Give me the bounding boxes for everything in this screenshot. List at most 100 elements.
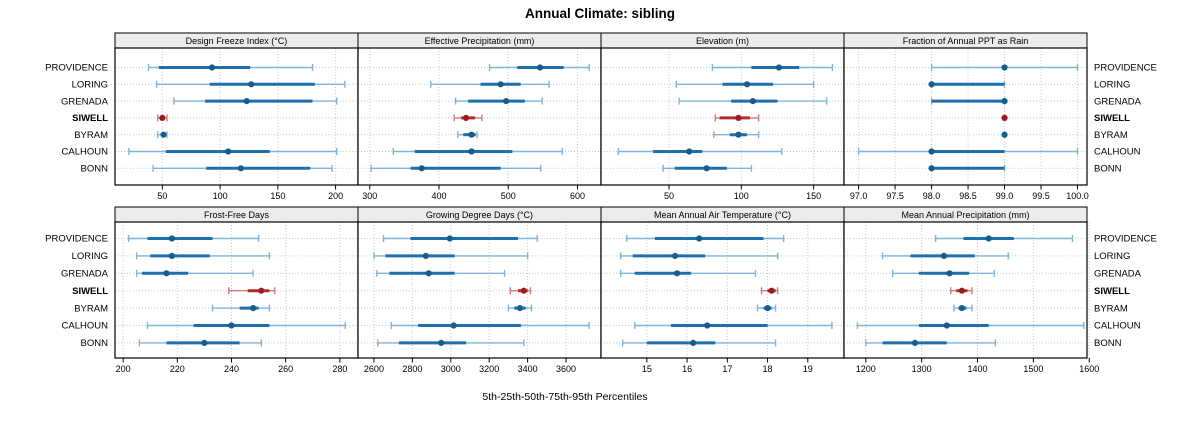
panel-border	[843, 47, 1088, 186]
axis-tick-label: 16	[682, 364, 692, 374]
median-dot	[1001, 114, 1008, 121]
station-label-right: BYRAM	[1094, 303, 1128, 314]
interval-siwell	[453, 114, 483, 122]
interval-grenada	[930, 97, 1008, 105]
median-dot	[696, 235, 703, 242]
panel-background	[115, 48, 358, 185]
median-dot	[690, 339, 697, 346]
panel-mean-annual-air-temperature-c: Mean Annual Air Temperature (°C) 15 16 17 18…	[600, 206, 845, 374]
axis-tick-label: 97.5	[886, 191, 904, 201]
interval-bonn	[865, 339, 997, 347]
interval-providence	[626, 235, 785, 242]
panel-fraction-of-annual-ppt-as-rain: Fraction of Annual PPT as Rain 97.0 97.5 98…	[843, 32, 1089, 201]
axis-tick-label: 97.0	[850, 191, 868, 201]
median-dot	[536, 64, 544, 71]
median-dot	[735, 131, 742, 138]
interval-calhoun	[856, 322, 1085, 329]
station-label-right: BONN	[1094, 338, 1122, 349]
median-dot	[163, 270, 170, 277]
axis-tick-label: 50	[664, 191, 674, 201]
interval-calhoun	[392, 148, 563, 155]
median-dot	[768, 287, 775, 294]
interval-grenada	[678, 97, 828, 105]
median-dot	[250, 305, 257, 312]
interval-siwell	[760, 287, 779, 295]
station-label-left: PROVIDENCE	[45, 234, 108, 245]
interval-providence	[488, 64, 590, 71]
station-label-left: BYRAM	[74, 303, 108, 314]
axis-tick-label: 100	[213, 191, 228, 201]
interval-byram	[713, 131, 760, 139]
median-dot	[225, 148, 232, 155]
median-dot	[775, 64, 783, 71]
median-dot	[928, 81, 935, 88]
interval-siwell	[157, 114, 168, 122]
interval-loring	[620, 252, 779, 260]
interval-calhoun	[857, 148, 1079, 155]
interval-calhoun	[390, 322, 590, 329]
interval-bonn	[662, 164, 753, 172]
median-dot	[208, 64, 216, 71]
interval-siwell	[714, 114, 760, 122]
axis-tick-label: 150	[806, 191, 821, 201]
station-label-right: PROVIDENCE	[1094, 234, 1157, 245]
interval-grenada	[135, 269, 254, 277]
station-label-left: BONN	[81, 164, 109, 175]
median-dot	[168, 252, 175, 259]
panel-design-freeze-index-c: Design Freeze Index (°C) 50 100 150 200	[114, 32, 359, 201]
interval-byram	[1001, 131, 1008, 139]
axis-tick-label: 98.5	[959, 191, 977, 201]
median-dot	[497, 81, 504, 88]
station-label-left: CALHOUN	[62, 321, 109, 332]
interval-loring	[429, 80, 550, 88]
median-dot	[160, 131, 167, 138]
station-label-right: SIWELL	[1094, 113, 1130, 124]
median-dot	[243, 98, 250, 105]
station-label-right: BONN	[1094, 164, 1122, 175]
interval-bonn	[622, 339, 777, 347]
interval-calhoun	[128, 148, 338, 155]
interval-loring	[881, 252, 1009, 260]
station-label-left: PROVIDENCE	[45, 63, 108, 74]
interval-loring	[373, 252, 529, 260]
median-dot	[704, 322, 711, 329]
axis-tick-label: 220	[170, 364, 185, 374]
strip-title: Mean Annual Precipitation (mm)	[901, 210, 1029, 220]
axis-tick-label: 100.0	[1066, 191, 1089, 201]
median-dot	[438, 339, 445, 346]
strip-title: Design Freeze Index (°C)	[186, 36, 288, 46]
chart-title: Annual Climate: sibling	[524, 6, 675, 21]
axis-tick-label: 3200	[479, 364, 499, 374]
axis-tick-label: 99.5	[1032, 191, 1050, 201]
median-dot	[928, 165, 935, 172]
panel-mean-annual-precipitation-mm: Mean Annual Precipitation (mm) 1200 1300 14…	[843, 206, 1099, 374]
axis-tick-label: 280	[332, 364, 347, 374]
interval-bonn	[377, 339, 525, 347]
median-dot	[686, 148, 693, 155]
interval-bonn	[138, 339, 262, 347]
station-label-left: GRENADA	[61, 269, 109, 280]
median-dot	[168, 235, 175, 242]
median-dot	[228, 322, 235, 329]
axis-tick-label: 15	[642, 364, 652, 374]
axis-tick-label: 2600	[364, 364, 384, 374]
interval-grenada	[376, 269, 506, 277]
interval-loring	[135, 252, 271, 260]
median-dot	[503, 98, 510, 105]
panel-border	[843, 221, 1088, 359]
axis-tick-label: 150	[270, 191, 285, 201]
median-dot	[673, 270, 681, 277]
axis-tick-label: 600	[570, 191, 585, 201]
interval-grenada	[173, 97, 338, 105]
axis-tick-label: 1500	[1023, 364, 1043, 374]
interval-loring	[155, 80, 346, 88]
interval-bonn	[370, 164, 542, 172]
station-label-left: LORING	[72, 80, 108, 91]
median-dot	[735, 114, 742, 121]
median-dot	[743, 81, 751, 88]
station-label-right: LORING	[1094, 251, 1130, 262]
interval-grenada	[620, 269, 757, 277]
station-label-right: GRENADA	[1094, 96, 1142, 107]
